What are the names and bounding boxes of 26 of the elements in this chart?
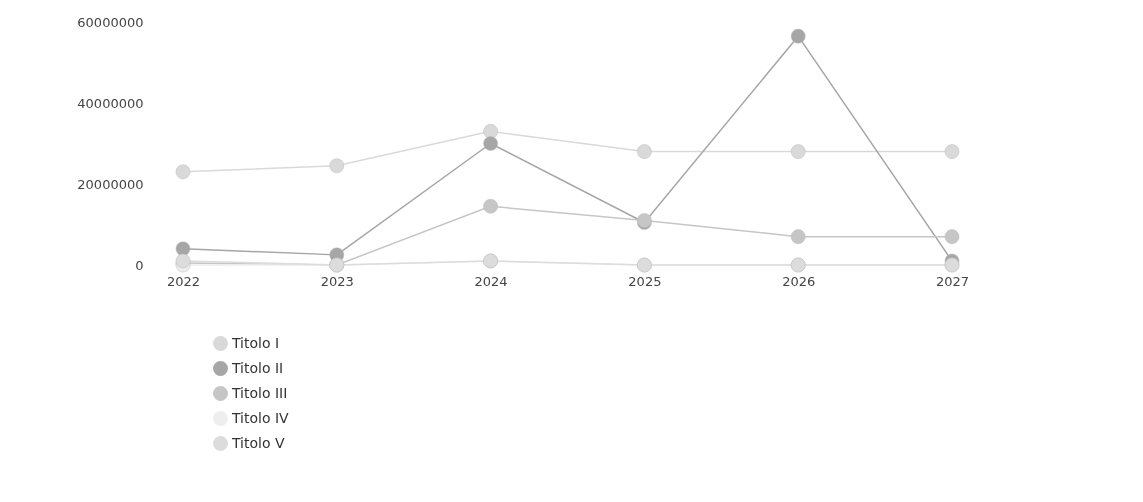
point	[175, 164, 191, 180]
legend-label: Titolo II	[231, 359, 284, 376]
x-tick-label: 2025	[628, 273, 662, 289]
point	[790, 144, 806, 159]
x-tick-label: 2026	[782, 273, 816, 289]
point	[944, 229, 960, 244]
point	[483, 136, 498, 151]
legend-label: Titolo V	[231, 434, 285, 451]
y-tick-label: 40000000	[77, 95, 144, 111]
y-tick-label: 60000000	[77, 14, 144, 30]
x-tick-label: 2023	[320, 273, 354, 289]
point	[790, 229, 806, 244]
legend-label: Titolo III	[231, 384, 288, 401]
legend-label: Titolo IV	[231, 409, 290, 426]
point	[790, 28, 806, 44]
x-tick-label: 2027	[935, 273, 970, 289]
point	[944, 144, 960, 159]
point	[175, 241, 191, 257]
x-tick-label: 2024	[474, 273, 508, 289]
x-tick-label: 2022	[166, 273, 201, 289]
point	[329, 158, 345, 174]
legend-label: Titolo I	[231, 334, 280, 351]
point	[637, 144, 652, 159]
y-tick-label: 20000000	[77, 176, 144, 192]
y-tick-label: 0	[135, 257, 144, 273]
point	[483, 198, 498, 214]
